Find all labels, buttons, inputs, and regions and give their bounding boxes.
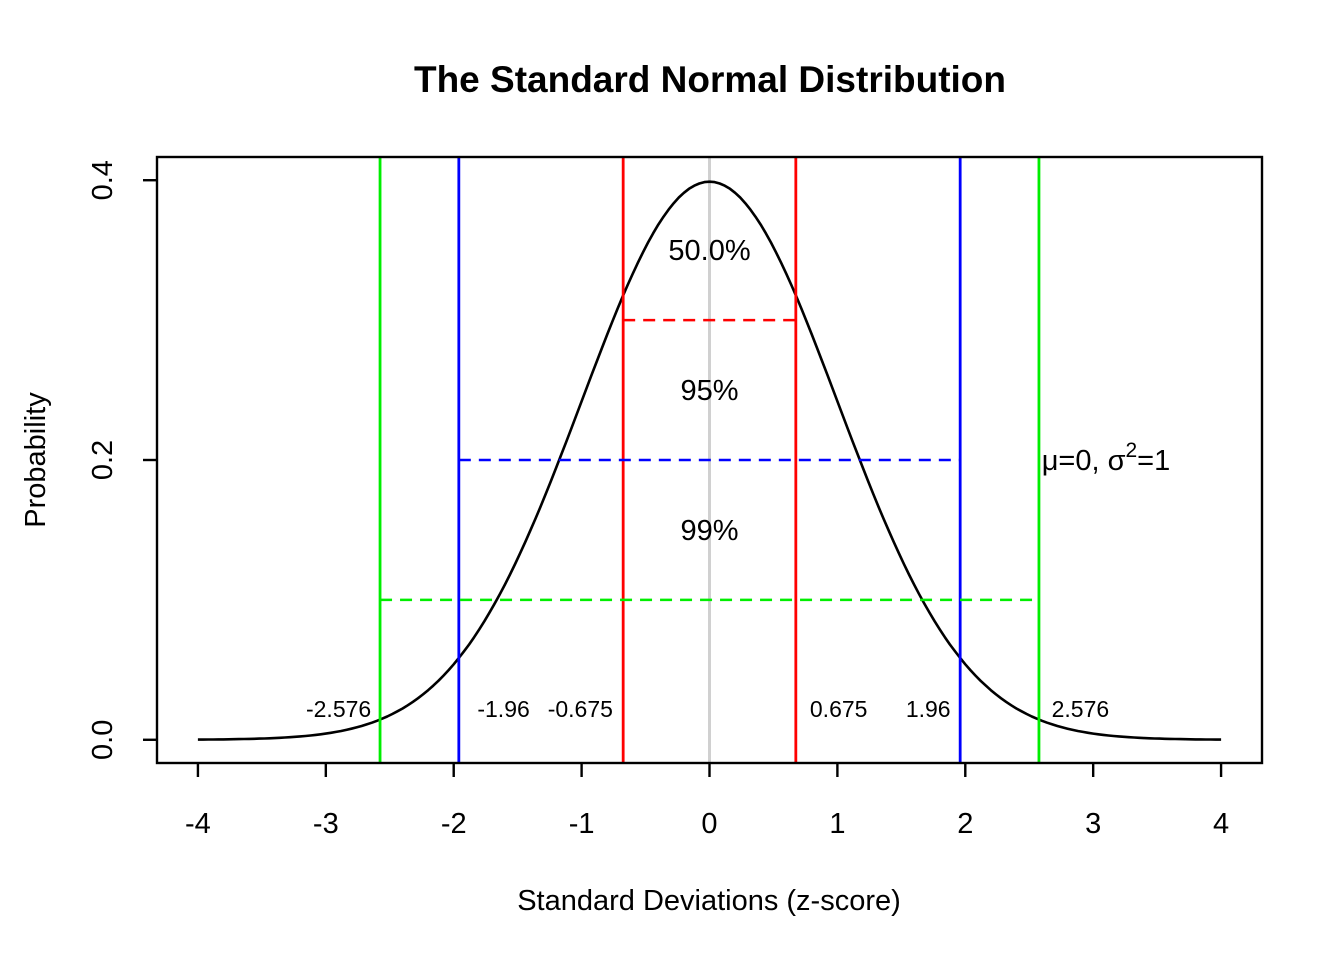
z-value-label: -2.576	[306, 696, 371, 722]
normal-curve	[197, 180, 1222, 741]
x-tick-label: -1	[569, 808, 595, 840]
interval-label-2: 99%	[680, 515, 738, 547]
z-value-label: 1.96	[906, 696, 951, 722]
z-value-label: 0.675	[810, 696, 868, 722]
x-tick-label: 2	[957, 808, 973, 840]
y-tick-label: 0.0	[87, 720, 119, 760]
annotation-text: μ=0, σ2=1	[1042, 439, 1171, 477]
y-tick-label: 0.4	[87, 160, 119, 200]
plot-layer: 50.0% 95% 99% -4 -3 -2 -1 0 1 2 3 4 0.0 0.2 0.4 -2.576 -…	[87, 155, 1264, 840]
x-tick-label: 0	[701, 808, 717, 840]
x-axis-title: Standard Deviations (z-score)	[517, 885, 901, 917]
x-tick-label: -3	[313, 808, 339, 840]
y-axis-title: Probability	[20, 392, 52, 528]
chart-title: The Standard Normal Distribution	[414, 59, 1006, 100]
x-tick-label: -4	[185, 808, 211, 840]
x-tick-label: 1	[829, 808, 845, 840]
x-tick-label: 3	[1085, 808, 1101, 840]
interval-label-0: 50.0%	[668, 235, 750, 267]
z-value-label: -0.675	[548, 696, 613, 722]
interval-label-1: 95%	[680, 375, 738, 407]
z-value-label: 2.576	[1052, 696, 1110, 722]
z-value-label: -1.96	[477, 696, 529, 722]
y-tick-label: 0.2	[87, 440, 119, 480]
x-tick-label: -2	[441, 808, 467, 840]
x-tick-label: 4	[1213, 808, 1229, 840]
